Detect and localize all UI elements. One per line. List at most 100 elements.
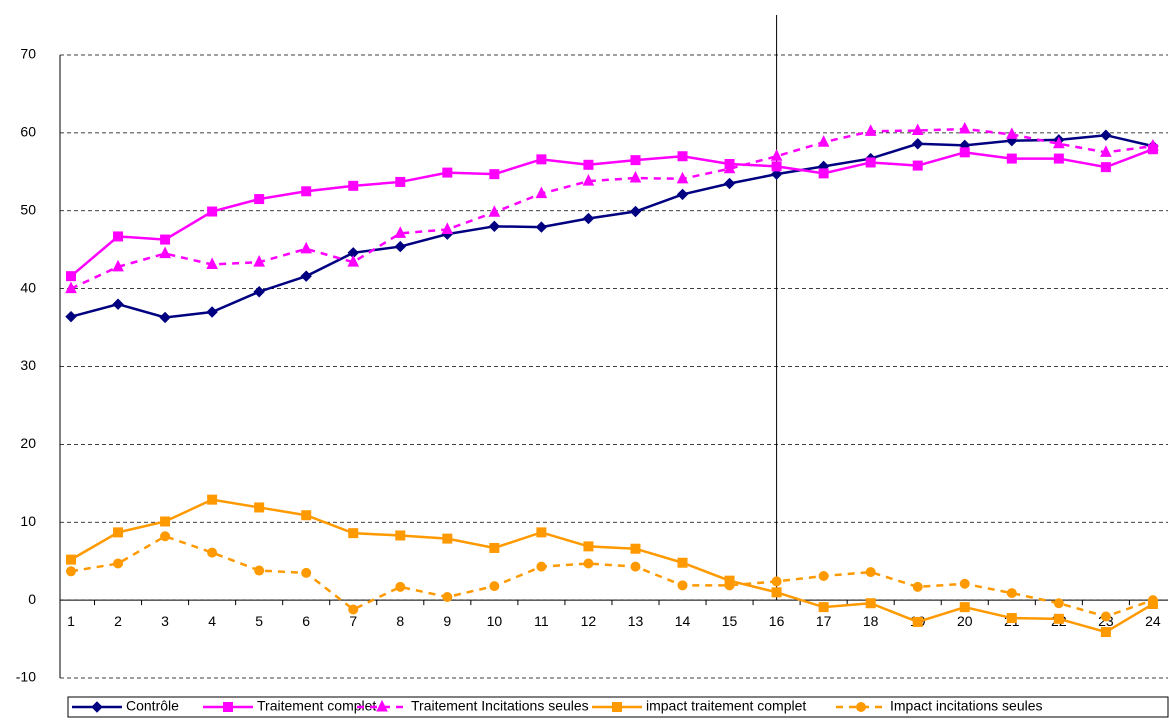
marker [1006, 588, 1017, 599]
marker [959, 578, 970, 589]
series-line [70, 498, 1154, 634]
marker [818, 168, 829, 179]
marker [912, 616, 923, 627]
marker [160, 234, 171, 245]
marker [207, 206, 218, 217]
marker [1147, 138, 1159, 151]
marker [1100, 611, 1111, 622]
series-line [70, 127, 1154, 290]
x-tick-label: 1 [67, 613, 75, 629]
marker [676, 171, 689, 184]
marker [770, 168, 783, 180]
marker [112, 298, 124, 310]
marker [348, 180, 359, 191]
marker [630, 155, 641, 166]
marker [442, 533, 453, 544]
marker [912, 138, 924, 150]
marker [206, 257, 218, 269]
marker [488, 220, 501, 233]
x-tick-label: 7 [349, 613, 357, 629]
marker [300, 241, 313, 254]
marker [1100, 627, 1111, 638]
marker [629, 205, 642, 218]
marker [1006, 613, 1017, 624]
marker [959, 147, 970, 158]
marker [770, 149, 783, 161]
marker [612, 702, 622, 712]
x-tick-label: 2 [114, 613, 122, 629]
x-tick-label: 14 [675, 613, 691, 629]
marker [91, 701, 103, 713]
marker [630, 543, 641, 554]
marker [160, 516, 171, 527]
marker [1053, 136, 1065, 149]
marker [442, 167, 453, 178]
x-tick-label: 18 [863, 613, 879, 629]
marker [582, 212, 595, 225]
x-tick-label: 17 [816, 613, 832, 629]
marker [489, 169, 500, 180]
series-line [70, 148, 1154, 278]
marker [582, 174, 595, 186]
marker [301, 567, 312, 578]
marker [771, 587, 782, 598]
x-tick-label: 11 [534, 613, 549, 629]
legend-item: Impact incitations seules [836, 698, 1043, 714]
marker [394, 240, 406, 253]
marker [535, 221, 548, 233]
marker [818, 602, 829, 613]
x-tick-label: 20 [957, 613, 973, 629]
marker [911, 123, 924, 136]
x-tick-label: 8 [396, 613, 404, 629]
x-tick-label: 3 [161, 613, 169, 629]
marker [864, 124, 877, 136]
marker [677, 580, 688, 591]
marker [113, 558, 124, 569]
y-tick-label: 30 [20, 357, 36, 373]
marker [1147, 595, 1158, 606]
x-tick-label: 6 [302, 613, 310, 629]
marker [1053, 613, 1064, 624]
marker [301, 510, 312, 521]
marker [630, 561, 641, 572]
marker [1005, 127, 1018, 139]
marker [207, 547, 218, 558]
marker [159, 246, 171, 259]
marker [113, 231, 124, 242]
x-tick-label: 15 [722, 613, 738, 629]
y-tick-label: 70 [20, 46, 36, 62]
marker [535, 186, 548, 199]
x-tick-label: 10 [487, 613, 503, 629]
marker [347, 255, 360, 267]
marker [724, 580, 735, 591]
marker [676, 188, 689, 201]
marker [959, 602, 970, 613]
legend-label: impact traitement complet [646, 698, 806, 714]
marker [771, 576, 782, 587]
series-line [70, 133, 1154, 319]
marker [1053, 153, 1064, 164]
marker [583, 558, 594, 569]
marker [583, 159, 594, 170]
marker [300, 270, 312, 282]
marker [1053, 598, 1064, 609]
marker [1006, 153, 1017, 164]
marker [912, 160, 923, 171]
marker [856, 702, 866, 712]
marker [488, 205, 501, 217]
marker [818, 570, 829, 581]
marker [254, 194, 265, 205]
marker [536, 154, 547, 165]
marker [817, 135, 830, 147]
marker [66, 271, 76, 282]
marker [112, 259, 124, 272]
marker [489, 542, 500, 553]
legend-item: Traitement Incitations seules [357, 698, 589, 714]
marker [536, 561, 547, 572]
marker [912, 581, 923, 592]
y-tick-label: 60 [20, 124, 36, 140]
marker [723, 177, 736, 190]
x-tick-label: 12 [581, 613, 597, 629]
marker [583, 541, 594, 552]
